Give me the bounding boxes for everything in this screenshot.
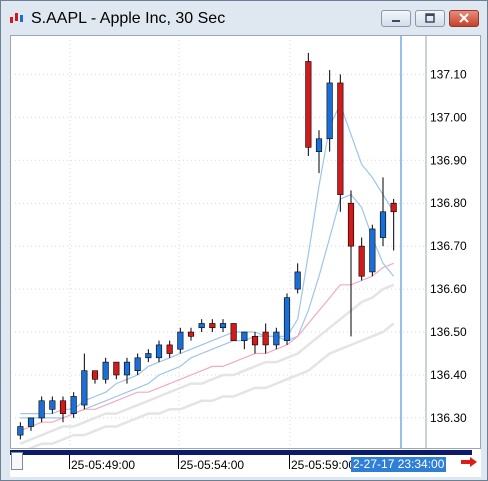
candle-body <box>187 331 195 337</box>
candle-body <box>27 417 35 427</box>
candle-body <box>209 323 216 329</box>
y-tick-label: 136.70 <box>430 239 467 253</box>
time-tick <box>289 455 290 469</box>
candle-body <box>294 271 301 290</box>
candle-body <box>358 245 365 277</box>
close-button[interactable] <box>449 10 479 27</box>
moving-average-line <box>20 193 395 419</box>
candle-body <box>17 426 24 436</box>
candle-body <box>177 331 184 350</box>
candle-body <box>134 357 141 371</box>
candle-body <box>337 82 344 195</box>
candle-body <box>70 396 77 414</box>
candle-body <box>230 323 237 341</box>
time-label: 25-05:54:00 <box>180 458 245 472</box>
time-tick <box>69 455 70 469</box>
candle-body <box>326 82 333 140</box>
y-tick-label: 136.80 <box>430 196 467 210</box>
time-label: 25-05:49:00 <box>71 458 136 472</box>
cursor-time-label: 2-27-17 23:34:00 <box>351 457 447 472</box>
window-title: S.AAPL - Apple Inc, 30 Sec <box>31 10 226 27</box>
moving-average-line <box>20 262 394 432</box>
time-tick <box>178 455 179 469</box>
candlestick-chart-icon <box>10 13 23 23</box>
candle-body <box>241 331 248 341</box>
candle-body <box>198 323 205 329</box>
candle-body <box>390 202 397 213</box>
candle-body <box>49 400 56 410</box>
maximize-icon <box>425 13 435 23</box>
candle-body <box>379 211 387 238</box>
candle-body <box>59 400 67 414</box>
candle-body <box>273 331 280 346</box>
candle-body <box>369 228 376 273</box>
moving-average-line <box>27 322 395 448</box>
right-arrow-icon[interactable] <box>460 456 478 468</box>
candle-body <box>166 344 173 354</box>
time-axis-bar: 25-05:49:00 25-05:54:00 25-05:59:00 2-27… <box>10 449 481 477</box>
moving-average-line <box>19 283 395 445</box>
time-label: 25-05:59:00 <box>291 458 356 472</box>
candle-body <box>155 344 163 359</box>
maximize-button[interactable] <box>415 10 445 27</box>
y-tick-label: 136.90 <box>430 153 467 167</box>
time-scrollbar[interactable] <box>10 450 472 455</box>
close-icon <box>459 13 469 23</box>
y-tick-label: 136.50 <box>430 325 467 339</box>
candle-body <box>347 202 355 247</box>
candle-body <box>123 361 131 376</box>
candle-body <box>38 400 45 419</box>
candle-body <box>81 370 88 406</box>
candle-body <box>91 370 99 380</box>
scroll-thumb[interactable] <box>11 452 23 470</box>
y-tick-label: 137.00 <box>430 110 467 124</box>
chart-plot-area[interactable]: 136.30 136.40 136.50 136.60 136.70 136.80 136.… <box>10 35 481 449</box>
y-tick-label: 137.10 <box>430 67 467 81</box>
candle-body <box>315 138 323 152</box>
y-tick-label: 136.60 <box>430 282 467 296</box>
candle-body <box>283 297 291 341</box>
candle-body <box>262 331 269 346</box>
candlestick-chart[interactable]: 136.30 136.40 136.50 136.60 136.70 136.80 136.… <box>11 36 480 448</box>
candle-body <box>251 336 259 346</box>
candle-body <box>219 323 227 329</box>
title-bar[interactable]: S.AAPL - Apple Inc, 30 Sec <box>1 1 487 35</box>
candle-body <box>305 61 312 148</box>
minimize-icon <box>392 20 400 22</box>
candle-body <box>102 361 109 380</box>
candle-body <box>113 361 120 376</box>
candle-body <box>145 353 152 359</box>
y-tick-label: 136.30 <box>430 411 467 425</box>
y-tick-label: 136.40 <box>430 368 467 382</box>
minimize-button[interactable] <box>381 10 411 27</box>
